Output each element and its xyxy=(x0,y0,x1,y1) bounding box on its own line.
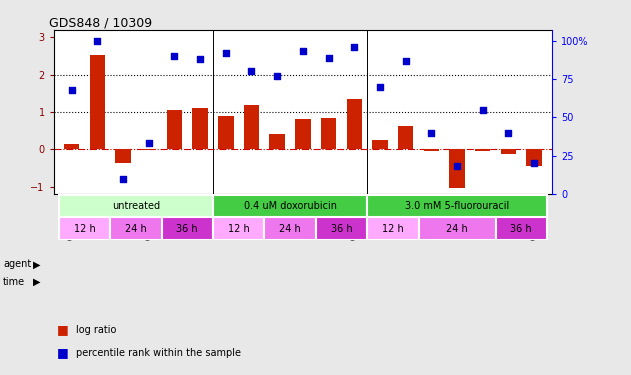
Bar xyxy=(167,110,182,149)
Text: untreated: untreated xyxy=(112,201,160,210)
Bar xyxy=(59,217,110,240)
Text: 24 h: 24 h xyxy=(279,224,301,234)
Point xyxy=(529,160,539,166)
Bar xyxy=(110,217,162,240)
Bar xyxy=(367,217,418,240)
Point xyxy=(169,53,179,59)
Point xyxy=(427,130,437,136)
Point xyxy=(401,58,411,64)
Point xyxy=(478,107,488,113)
Bar xyxy=(90,56,105,149)
Bar xyxy=(367,195,547,217)
Bar xyxy=(269,134,285,149)
Bar xyxy=(162,217,213,240)
Text: 36 h: 36 h xyxy=(510,224,532,234)
Point xyxy=(195,56,205,62)
Bar xyxy=(501,149,516,154)
Point xyxy=(272,73,282,79)
Bar xyxy=(495,217,547,240)
Point xyxy=(118,176,128,182)
Text: time: time xyxy=(3,277,25,287)
Point xyxy=(349,44,359,50)
Text: GDS848 / 10309: GDS848 / 10309 xyxy=(49,17,152,30)
Bar xyxy=(295,120,310,149)
Text: 0.4 uM doxorubicin: 0.4 uM doxorubicin xyxy=(244,201,336,210)
Point xyxy=(247,68,257,74)
Text: ■: ■ xyxy=(57,346,69,359)
Bar xyxy=(475,149,490,151)
Bar xyxy=(115,149,131,164)
Point xyxy=(504,130,514,136)
Text: percentile rank within the sample: percentile rank within the sample xyxy=(76,348,240,357)
Bar xyxy=(449,149,465,189)
Text: 36 h: 36 h xyxy=(177,224,198,234)
Bar xyxy=(418,217,495,240)
Bar xyxy=(64,144,80,149)
Point xyxy=(298,48,308,54)
Point xyxy=(375,84,385,90)
Bar xyxy=(218,116,233,149)
Bar xyxy=(141,149,156,150)
Bar xyxy=(244,105,259,149)
Bar xyxy=(321,118,336,149)
Bar xyxy=(213,217,264,240)
Bar xyxy=(423,149,439,151)
Bar xyxy=(264,217,316,240)
Bar xyxy=(372,140,387,149)
Text: 12 h: 12 h xyxy=(228,224,249,234)
Text: 3.0 mM 5-fluorouracil: 3.0 mM 5-fluorouracil xyxy=(405,201,509,210)
Text: 12 h: 12 h xyxy=(382,224,404,234)
Point xyxy=(324,55,334,61)
Point xyxy=(92,38,102,44)
Text: ■: ■ xyxy=(57,324,69,336)
Text: log ratio: log ratio xyxy=(76,325,116,335)
Point xyxy=(67,87,77,93)
Bar xyxy=(346,99,362,149)
Point xyxy=(452,164,462,170)
Text: 24 h: 24 h xyxy=(446,224,468,234)
Bar xyxy=(316,217,367,240)
Text: agent: agent xyxy=(3,260,32,269)
Text: 12 h: 12 h xyxy=(74,224,95,234)
Bar xyxy=(192,108,208,149)
Text: 36 h: 36 h xyxy=(331,224,352,234)
Text: ▶: ▶ xyxy=(33,260,40,269)
Bar xyxy=(526,149,542,166)
Point xyxy=(144,141,154,147)
Text: 24 h: 24 h xyxy=(125,224,147,234)
Point xyxy=(221,50,231,56)
Bar xyxy=(398,126,413,149)
Bar xyxy=(59,195,213,217)
Bar xyxy=(213,195,367,217)
Text: ▶: ▶ xyxy=(33,277,40,287)
